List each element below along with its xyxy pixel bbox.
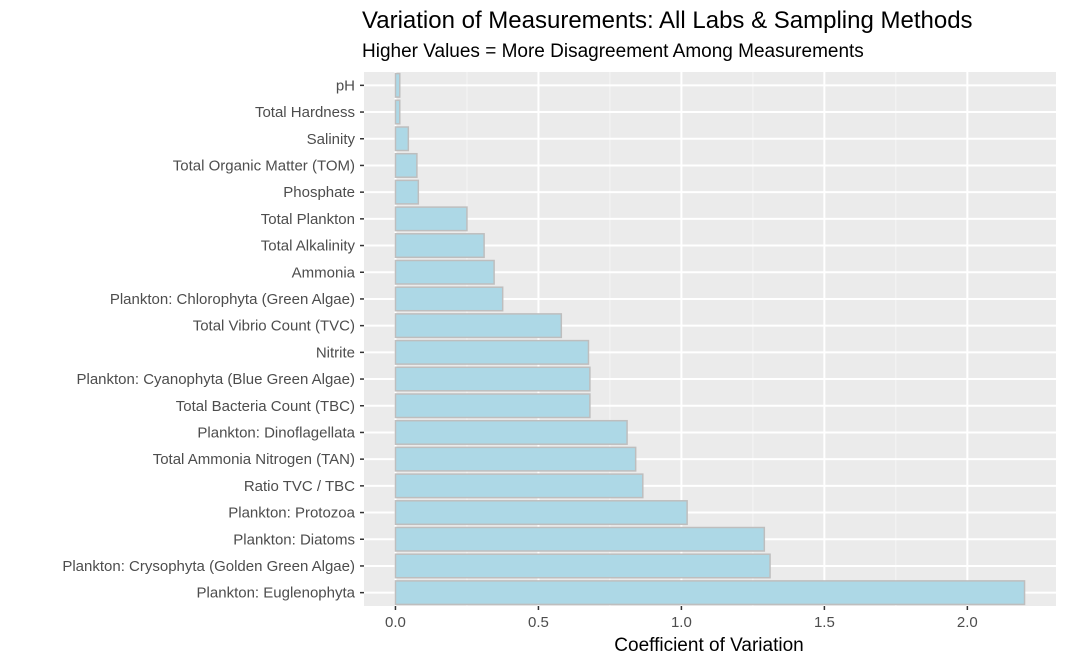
bar [394, 393, 591, 419]
bars-layer [394, 72, 1026, 606]
bar [394, 473, 644, 499]
x-axis-title: Coefficient of Variation [614, 635, 803, 656]
x-tick-label: 2.0 [957, 614, 978, 631]
bar [394, 179, 420, 205]
bar [394, 152, 418, 178]
x-tick-label: 1.0 [671, 614, 692, 631]
bar [394, 553, 771, 579]
bar [394, 419, 628, 445]
bar [394, 313, 563, 339]
y-tick-label: Total Ammonia Nitrogen (TAN) [153, 451, 355, 468]
x-axis: 0.0 0.5 1.0 1.5 2.0 [385, 606, 978, 631]
y-tick-label: Ammonia [292, 264, 356, 281]
bar [394, 72, 401, 98]
bar [394, 126, 410, 152]
bar [394, 339, 590, 365]
y-tick-label: Total Hardness [255, 104, 355, 121]
y-tick-label: Plankton: Crysophyta (Golden Green Algae… [62, 558, 355, 575]
bar [394, 500, 688, 526]
y-tick-label: Plankton: Protozoa [228, 505, 355, 522]
y-axis: pH Total Hardness Salinity Total Organic Ma… [62, 77, 364, 602]
y-tick-label: Plankton: Diatoms [233, 531, 355, 548]
bar [394, 286, 504, 312]
bar [394, 366, 591, 392]
chart-title: Variation of Measurements: All Labs & Sa… [362, 7, 973, 34]
y-tick-label: Phosphate [283, 184, 355, 201]
y-tick-label: Total Plankton [261, 211, 355, 228]
bar [394, 233, 485, 259]
y-tick-label: Nitrite [316, 344, 355, 361]
y-tick-label: Plankton: Cyanophyta (Blue Green Algae) [76, 371, 355, 388]
bar [394, 446, 637, 472]
bar [394, 206, 468, 232]
x-tick-label: 0.5 [528, 614, 549, 631]
chart-subtitle: Higher Values = More Disagreement Among … [362, 41, 864, 62]
y-tick-label: Plankton: Euglenophyta [197, 585, 356, 602]
x-tick-label: 0.0 [385, 614, 406, 631]
y-tick-label: Plankton: Chlorophyta (Green Algae) [110, 291, 355, 308]
bar [394, 99, 401, 125]
y-tick-label: Total Vibrio Count (TVC) [193, 318, 355, 335]
y-tick-label: Total Bacteria Count (TBC) [176, 398, 355, 415]
bar [394, 580, 1026, 606]
y-tick-label: Total Organic Matter (TOM) [173, 157, 355, 174]
bar [394, 259, 495, 285]
y-tick-label: pH [336, 77, 355, 94]
y-tick-label: Salinity [307, 131, 356, 148]
x-tick-label: 1.5 [814, 614, 835, 631]
y-tick-label: Plankton: Dinoflagellata [197, 424, 355, 441]
y-tick-label: Total Alkalinity [261, 238, 356, 255]
bar [394, 526, 766, 552]
y-tick-label: Ratio TVC / TBC [244, 478, 355, 495]
plot-panel [364, 72, 1056, 606]
